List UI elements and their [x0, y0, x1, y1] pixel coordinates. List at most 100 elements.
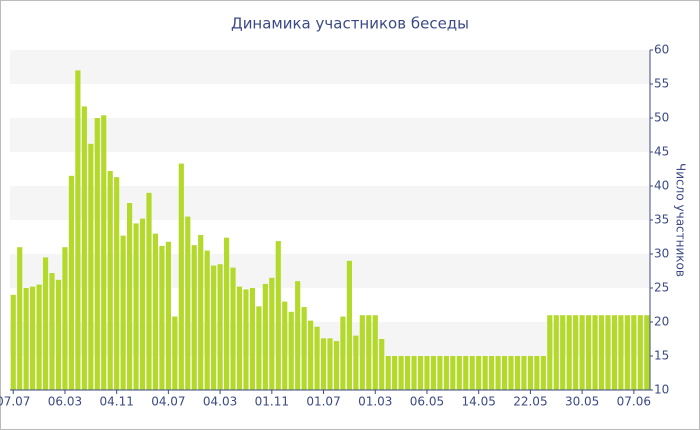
bar: [172, 316, 178, 390]
bar: [333, 341, 340, 390]
bar: [211, 265, 217, 390]
x-tick-label: 06.05: [410, 395, 444, 409]
y-tick-label: 10: [654, 383, 669, 397]
y-tick-label: 35: [654, 213, 669, 227]
y-axis-title: Число участников: [674, 163, 688, 277]
bar: [301, 307, 307, 390]
bar: [10, 294, 16, 390]
bar: [631, 315, 637, 390]
bar: [359, 315, 365, 390]
bar: [17, 247, 23, 390]
bar: [443, 356, 449, 390]
x-tick-label: 06.03: [48, 395, 82, 409]
bar: [618, 315, 624, 390]
bar: [327, 338, 333, 390]
y-tick-label: 40: [654, 179, 669, 193]
bar: [489, 356, 495, 390]
bar: [55, 279, 62, 390]
bar: [269, 277, 275, 390]
bar: [30, 286, 36, 390]
bar: [437, 356, 443, 390]
bar: [611, 315, 618, 390]
bar: [560, 315, 566, 390]
bar: [256, 306, 262, 390]
bar: [198, 234, 204, 390]
bar: [644, 315, 650, 390]
bar: [133, 223, 139, 390]
bar: [637, 315, 643, 390]
bar: [547, 315, 553, 390]
bar: [340, 316, 346, 390]
y-tick-label: 20: [654, 315, 669, 329]
bar: [23, 288, 29, 390]
x-tick-label: 04.07: [151, 395, 185, 409]
x-tick-label: 30.05: [565, 395, 599, 409]
bar: [527, 356, 533, 390]
x-tick-label: 01.03: [358, 395, 392, 409]
grid-band: [10, 118, 650, 152]
y-tick-label: 60: [654, 43, 669, 57]
x-tick-label: 22.05: [513, 395, 547, 409]
bar: [101, 115, 107, 390]
bar: [165, 241, 171, 390]
bar: [514, 356, 521, 390]
bar: [495, 356, 501, 390]
bar: [540, 356, 546, 390]
bar: [81, 106, 87, 390]
bar: [566, 315, 572, 390]
bar: [230, 267, 236, 390]
bar: [469, 356, 475, 390]
bar: [404, 356, 411, 390]
bar: [288, 311, 294, 390]
bar: [75, 70, 81, 391]
bar: [249, 288, 256, 390]
bar: [178, 163, 184, 390]
bar: [424, 356, 430, 390]
bar: [379, 339, 385, 390]
bar: [262, 283, 268, 390]
x-tick-label: 04.11: [99, 395, 133, 409]
bar: [392, 356, 398, 390]
bar: [114, 177, 120, 390]
bar: [501, 356, 508, 390]
x-tick-label: 01.11: [255, 395, 289, 409]
grid-band: [10, 50, 650, 84]
bar: [372, 315, 378, 390]
y-tick-label: 45: [654, 145, 669, 159]
bar: [411, 356, 417, 390]
bar: [586, 315, 592, 390]
y-tick-label: 15: [654, 349, 669, 363]
bar: [146, 192, 152, 390]
bar: [476, 356, 482, 390]
bar: [450, 356, 456, 390]
bar: [398, 356, 404, 390]
bar: [42, 257, 49, 390]
bar: [217, 264, 223, 390]
x-tick-label: 04.03: [203, 395, 237, 409]
bar: [88, 143, 94, 390]
bar: [62, 247, 68, 390]
bar: [120, 235, 126, 390]
bar: [579, 315, 585, 390]
x-tick-label: 01.07: [306, 395, 340, 409]
y-tick-label: 30: [654, 247, 669, 261]
y-tick-label: 50: [654, 111, 669, 125]
bar: [346, 260, 352, 390]
y-tick-label: 25: [654, 281, 669, 295]
bar: [68, 175, 74, 390]
bar: [456, 356, 462, 390]
bar: [223, 237, 230, 390]
bar: [49, 273, 55, 390]
bar: [159, 245, 165, 390]
bar: [320, 338, 327, 390]
bar: [463, 356, 469, 390]
bar: [521, 356, 527, 390]
y-tick-label: 55: [654, 77, 669, 91]
bar: [592, 315, 598, 390]
bar: [314, 326, 320, 390]
bar: [624, 315, 630, 390]
bar: [417, 356, 424, 390]
bar: [605, 315, 611, 390]
bar: [275, 241, 281, 390]
